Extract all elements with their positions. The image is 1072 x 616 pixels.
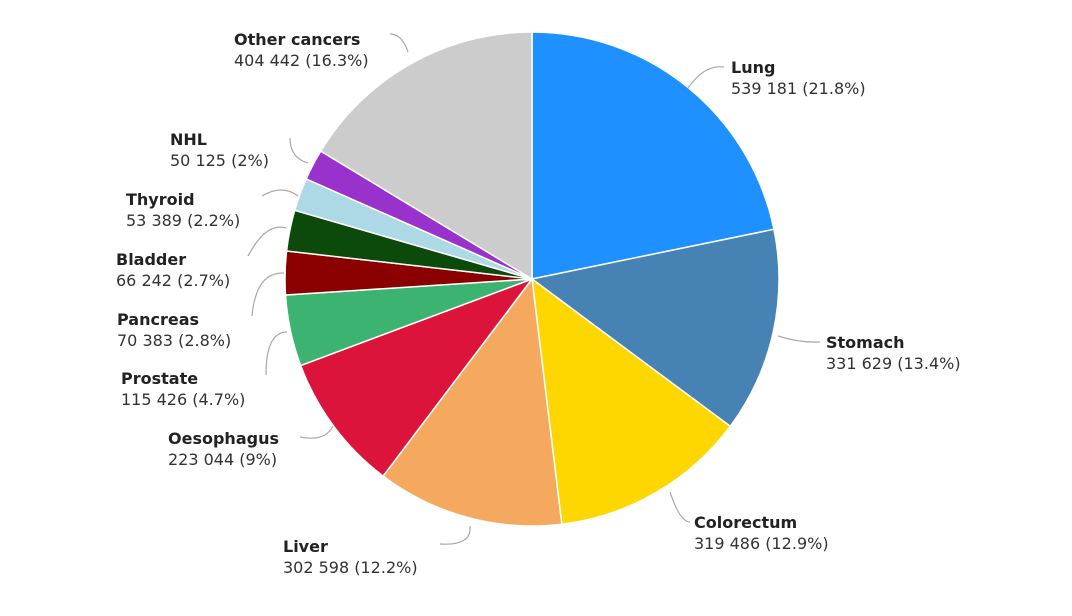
label-colorectum: Colorectum 319 486 (12.9%) [694, 512, 829, 554]
leader-line-liver [439, 525, 471, 545]
label-stomach: Stomach 331 629 (13.4%) [826, 332, 961, 374]
slice-oesophagus [299, 277, 535, 478]
label-bladder: Bladder 66 242 (2.7%) [116, 249, 230, 291]
slice-name: Other cancers [234, 30, 361, 49]
label-pancreas: Pancreas 70 383 (2.8%) [117, 309, 231, 351]
label-other-cancers: Other cancers 404 442 (16.3%) [234, 29, 369, 71]
slice-name: Thyroid [126, 190, 195, 209]
slice-value: 331 629 (13.4%) [826, 354, 961, 373]
slice-name: Pancreas [117, 310, 200, 329]
leader-line-bladder [247, 226, 287, 257]
slice-name: NHL [170, 130, 207, 149]
slice-value: 115 426 (4.7%) [121, 390, 246, 409]
slice-liver [382, 277, 563, 527]
slice-name: Stomach [826, 333, 905, 352]
slice-value: 404 442 (16.3%) [234, 51, 369, 70]
leader-line-stomach [777, 335, 821, 343]
label-prostate: Prostate 115 426 (4.7%) [121, 368, 245, 410]
slice-value: 319 486 (12.9%) [694, 534, 829, 553]
leader-line-pancreas [251, 272, 285, 317]
label-nhl: NHL 50 125 (2%) [170, 129, 269, 171]
leader-line-lung [687, 66, 725, 89]
leader-line-prostate [265, 331, 288, 376]
leader-line-other [389, 33, 409, 53]
slice-colorectum [531, 277, 732, 526]
slice-other-cancers [319, 31, 533, 281]
label-oesophagus: Oesophagus 223 044 (9%) [168, 428, 279, 470]
slice-value: 66 242 (2.7%) [116, 271, 231, 290]
slice-value: 539 181 (21.8%) [731, 79, 866, 98]
label-thyroid: Thyroid 53 389 (2.2%) [126, 189, 240, 231]
slice-name: Bladder [116, 250, 187, 269]
slice-value: 302 598 (12.2%) [283, 558, 418, 577]
slice-name: Prostate [121, 369, 199, 388]
leader-line-thyroid [261, 189, 299, 197]
label-lung: Lung 539 181 (21.8%) [731, 57, 866, 99]
slice-name: Lung [731, 58, 776, 77]
slice-value: 50 125 (2%) [170, 151, 269, 170]
leader-line-oesophagus [299, 425, 334, 439]
slice-name: Oesophagus [168, 429, 279, 448]
slice-stomach [530, 228, 780, 428]
slice-value: 223 044 (9%) [168, 450, 278, 469]
slice-value: 70 383 (2.8%) [117, 331, 232, 350]
slice-name: Liver [283, 537, 328, 556]
slice-value: 53 389 (2.2%) [126, 211, 241, 230]
leader-line-colorectum [669, 491, 691, 523]
slice-name: Colorectum [694, 513, 798, 532]
leader-line-nhl [289, 137, 309, 164]
label-liver: Liver 302 598 (12.2%) [283, 536, 418, 578]
